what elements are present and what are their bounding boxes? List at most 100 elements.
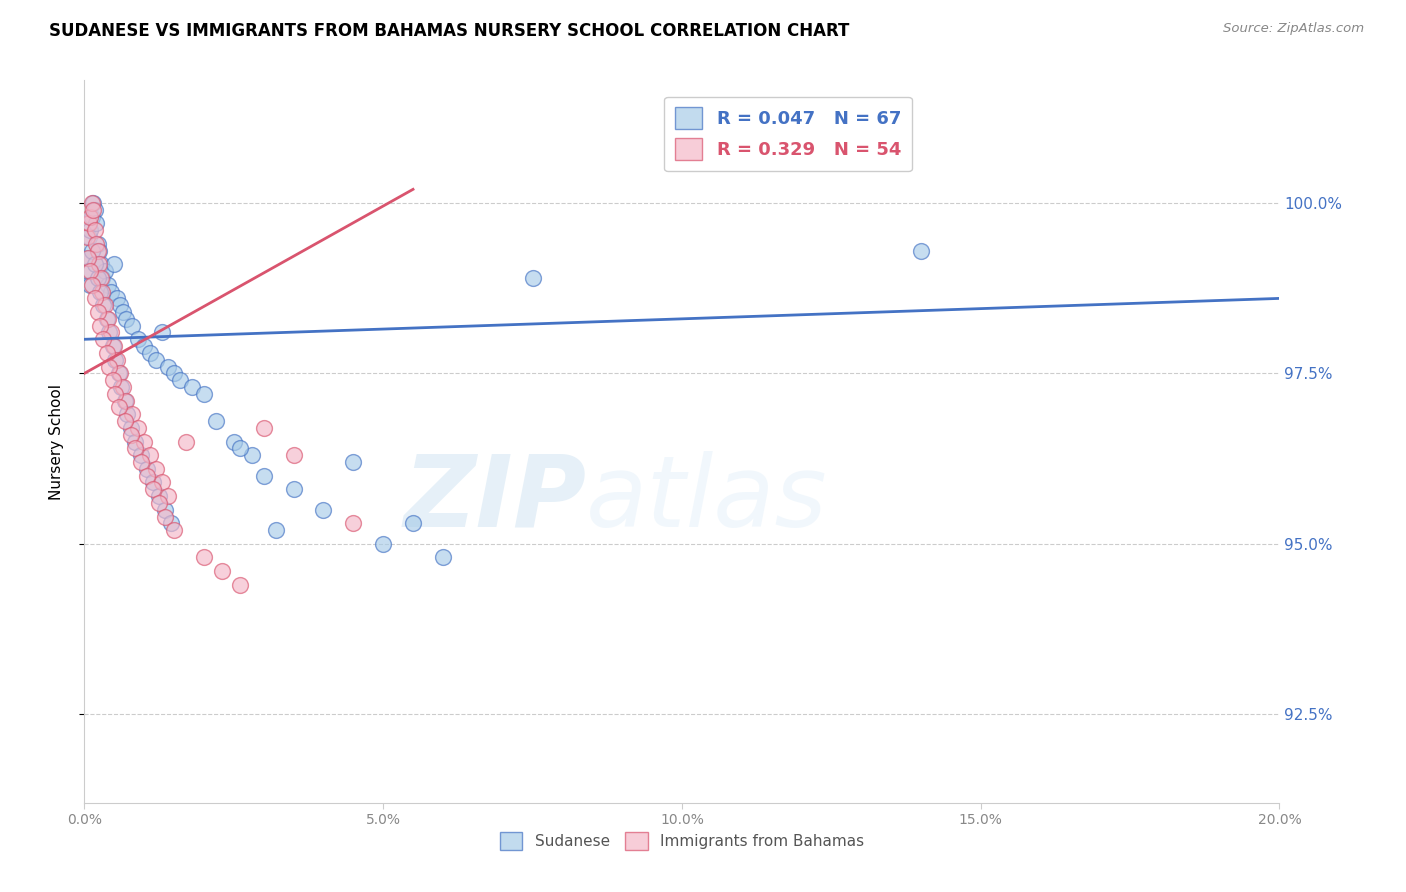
Point (142, 475, 165, 490)
Point (77, 251, 100, 265)
Point (342, 516, 364, 531)
Point (89, 285, 111, 299)
Point (110, 380, 132, 394)
Point (229, 442, 252, 456)
Point (121, 318, 143, 333)
Point (117, 407, 139, 421)
Point (522, 271, 544, 285)
Point (229, 577, 252, 591)
Point (157, 359, 180, 374)
Point (101, 339, 124, 353)
Point (115, 311, 138, 326)
Point (98, 359, 121, 374)
Point (181, 380, 204, 394)
Point (211, 564, 233, 578)
Point (127, 421, 149, 435)
Point (145, 462, 167, 476)
Point (90, 257, 112, 271)
Point (105, 292, 128, 306)
Point (82, 277, 104, 292)
Point (86, 216, 108, 230)
Point (93, 298, 115, 312)
Point (96, 346, 118, 360)
Point (136, 468, 159, 483)
Point (82, 202, 104, 217)
Point (342, 455, 364, 469)
Point (174, 434, 197, 449)
Point (157, 489, 180, 503)
Point (79, 264, 101, 278)
Point (87, 271, 110, 285)
Point (77, 264, 100, 278)
Point (222, 434, 245, 449)
Point (145, 352, 167, 367)
Point (89, 318, 111, 333)
Point (84, 223, 107, 237)
Point (253, 468, 276, 483)
Point (94, 298, 117, 312)
Point (432, 550, 454, 565)
Point (86, 244, 108, 258)
Point (153, 509, 176, 524)
Point (97, 277, 120, 292)
Point (124, 442, 146, 456)
Point (169, 373, 191, 387)
Point (153, 502, 176, 516)
Point (87, 305, 110, 319)
Point (163, 523, 186, 537)
Point (100, 285, 122, 299)
Point (80, 210, 103, 224)
Point (98, 326, 121, 340)
Point (94, 264, 117, 278)
Point (148, 496, 170, 510)
Point (150, 326, 173, 340)
Point (101, 373, 124, 387)
Point (83, 257, 105, 271)
Point (100, 326, 122, 340)
Text: SUDANESE VS IMMIGRANTS FROM BAHAMAS NURSERY SCHOOL CORRELATION CHART: SUDANESE VS IMMIGRANTS FROM BAHAMAS NURS… (49, 22, 849, 40)
Point (89, 257, 111, 271)
Point (93, 332, 115, 346)
Point (142, 482, 165, 496)
Point (283, 482, 305, 496)
Point (312, 502, 335, 516)
Text: atlas: atlas (586, 450, 828, 548)
Point (136, 462, 159, 476)
Point (76, 230, 98, 244)
Point (910, 244, 932, 258)
Point (121, 407, 143, 421)
Point (129, 455, 152, 469)
Point (77, 230, 100, 244)
Point (120, 421, 142, 435)
Point (132, 339, 156, 353)
Point (112, 305, 135, 319)
Point (402, 516, 425, 531)
Point (110, 298, 132, 312)
Point (80, 196, 103, 211)
Point (89, 244, 111, 258)
Point (132, 434, 156, 449)
Point (86, 236, 108, 251)
Point (83, 292, 105, 306)
Point (148, 489, 170, 503)
Point (193, 550, 215, 565)
Point (84, 202, 107, 217)
Point (103, 339, 125, 353)
Point (77, 216, 100, 230)
Point (104, 387, 127, 401)
Point (90, 271, 112, 285)
Point (115, 393, 138, 408)
Point (96, 311, 118, 326)
Point (373, 537, 395, 551)
Text: Source: ZipAtlas.com: Source: ZipAtlas.com (1223, 22, 1364, 36)
Point (163, 367, 186, 381)
Point (104, 352, 127, 367)
Point (124, 434, 146, 449)
Point (76, 251, 98, 265)
Point (127, 332, 149, 346)
Point (108, 367, 131, 381)
Point (79, 223, 101, 237)
Point (79, 210, 101, 224)
Point (264, 523, 287, 537)
Point (120, 427, 142, 442)
